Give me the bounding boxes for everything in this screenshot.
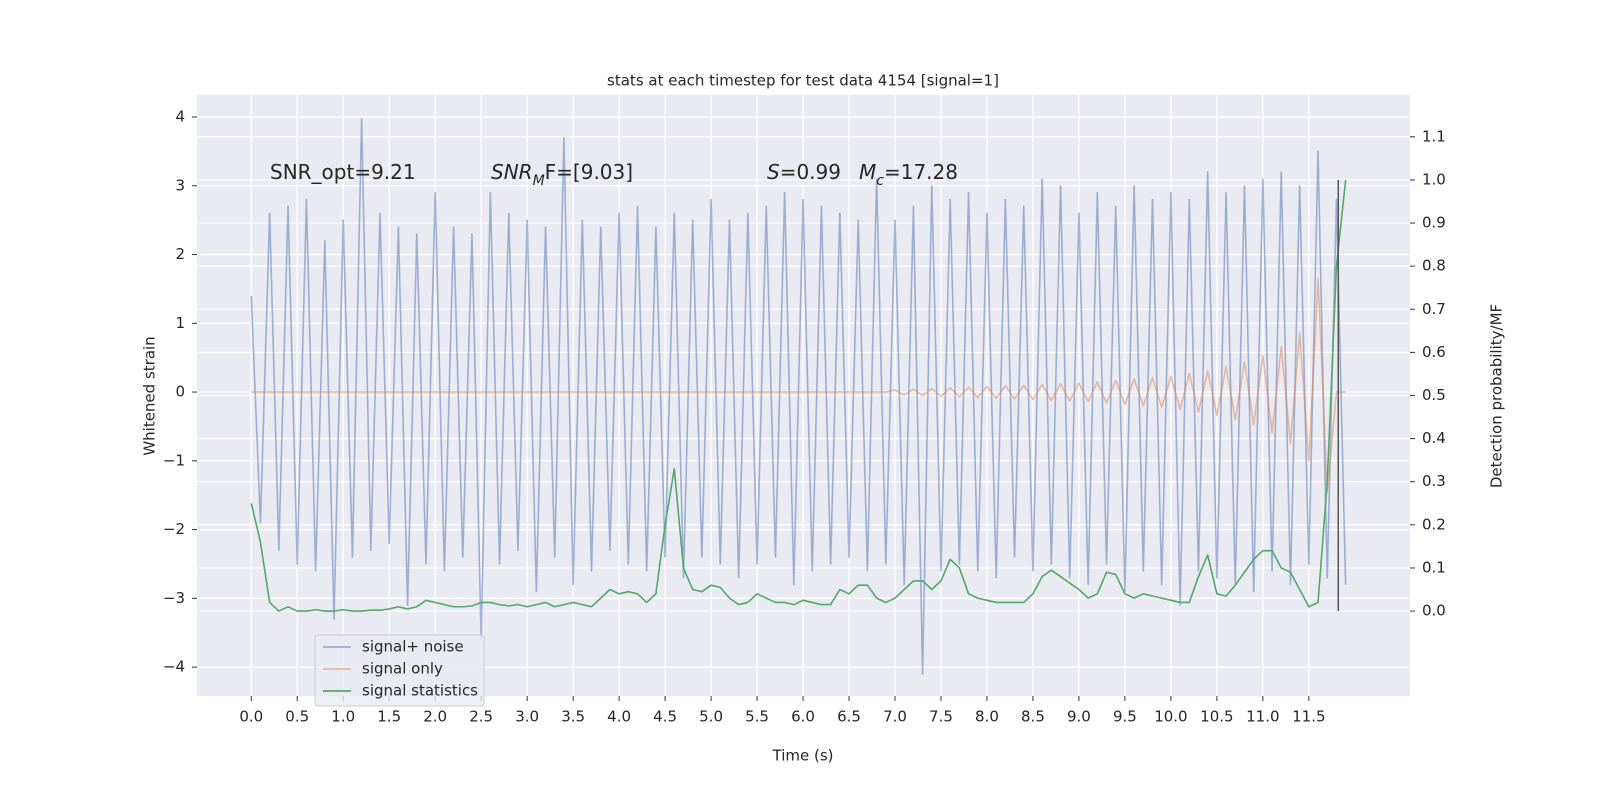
y2-tick-label: 0.7 (1422, 300, 1446, 318)
y-tick-label: −1 (163, 451, 185, 469)
chart-title: stats at each timestep for test data 415… (607, 72, 999, 90)
y-axis-label: Whitened strain (141, 336, 159, 455)
legend-label: signal statistics (362, 682, 478, 700)
x-tick-label: 9.0 (1067, 708, 1091, 726)
annotation-part: S (767, 160, 780, 184)
annotation-part: c (876, 173, 884, 189)
annotation-part: F=[9.03] (545, 160, 633, 184)
annotation: SNRMF=[9.03] (491, 160, 633, 190)
x-tick-label: 9.5 (1113, 708, 1137, 726)
x-tick-label: 3.5 (561, 708, 585, 726)
x-tick-label: 10.0 (1154, 708, 1187, 726)
x-tick-label: 3.0 (515, 708, 539, 726)
y-tick-label: −4 (163, 658, 185, 676)
y-tick-label: 1 (175, 314, 185, 332)
y-tick-label: −2 (163, 520, 185, 538)
series-line (250, 179, 1347, 612)
x-tick-label: 1.0 (331, 708, 355, 726)
y2-tick-label: 0.2 (1422, 515, 1446, 533)
y2-tick-label: 0.3 (1422, 472, 1446, 490)
y2-tick-label: 0.9 (1422, 214, 1446, 232)
x-tick-label: 1.5 (377, 708, 401, 726)
x-axis-label: Time (s) (772, 747, 834, 765)
y2-tick-label: 0.4 (1422, 429, 1446, 447)
x-tick-label: 11.5 (1292, 708, 1325, 726)
annotation-part: SNR (491, 160, 533, 184)
y2-tick-label: 0.1 (1422, 558, 1446, 576)
y-tick-label: 3 (175, 176, 185, 194)
x-tick-label: 4.5 (653, 708, 677, 726)
legend-label: signal only (362, 660, 443, 678)
annotation: Mc=17.28 (859, 160, 958, 190)
x-tick-label: 8.5 (1021, 708, 1045, 726)
annotation-part: SNR_opt=9.21 (270, 160, 416, 184)
y-tick-label: 2 (175, 245, 185, 263)
series-line (251, 277, 1346, 493)
annotation-part: =17.28 (884, 160, 958, 184)
y-tick-label: 0 (175, 383, 185, 401)
x-tick-label: 10.5 (1200, 708, 1233, 726)
x-tick-label: 5.5 (745, 708, 769, 726)
annotation: SNR_opt=9.21 (270, 160, 416, 184)
y-tick-label: 4 (175, 108, 185, 126)
y2-axis-label: Detection probability/MF (1488, 304, 1506, 488)
y2-tick-label: 1.1 (1422, 127, 1446, 145)
annotation: S=0.99 (767, 160, 841, 184)
x-tick-label: 2.5 (469, 708, 493, 726)
legend-label: signal+ noise (362, 638, 464, 656)
annotation-part: M (533, 173, 545, 189)
x-tick-label: 7.0 (883, 708, 907, 726)
legend-box (314, 634, 485, 707)
x-tick-label: 0.5 (285, 708, 309, 726)
x-tick-label: 11.0 (1246, 708, 1279, 726)
y2-tick-label: 0.0 (1422, 602, 1446, 620)
x-tick-label: 2.0 (423, 708, 447, 726)
y2-tick-label: 0.5 (1422, 386, 1446, 404)
annotation-part: =0.99 (780, 160, 841, 184)
y2-tick-label: 0.8 (1422, 257, 1446, 275)
y-tick-label: −3 (163, 589, 185, 607)
x-tick-label: 4.0 (607, 708, 631, 726)
x-tick-label: 7.5 (929, 708, 953, 726)
y2-tick-label: 0.6 (1422, 343, 1446, 361)
y2-tick-label: 1.0 (1422, 170, 1446, 188)
x-tick-label: 6.0 (791, 708, 815, 726)
x-tick-label: 8.0 (975, 708, 999, 726)
x-tick-label: 6.5 (837, 708, 861, 726)
annotation-part: M (859, 160, 876, 184)
x-tick-label: 5.0 (699, 708, 723, 726)
x-tick-label: 0.0 (239, 708, 263, 726)
